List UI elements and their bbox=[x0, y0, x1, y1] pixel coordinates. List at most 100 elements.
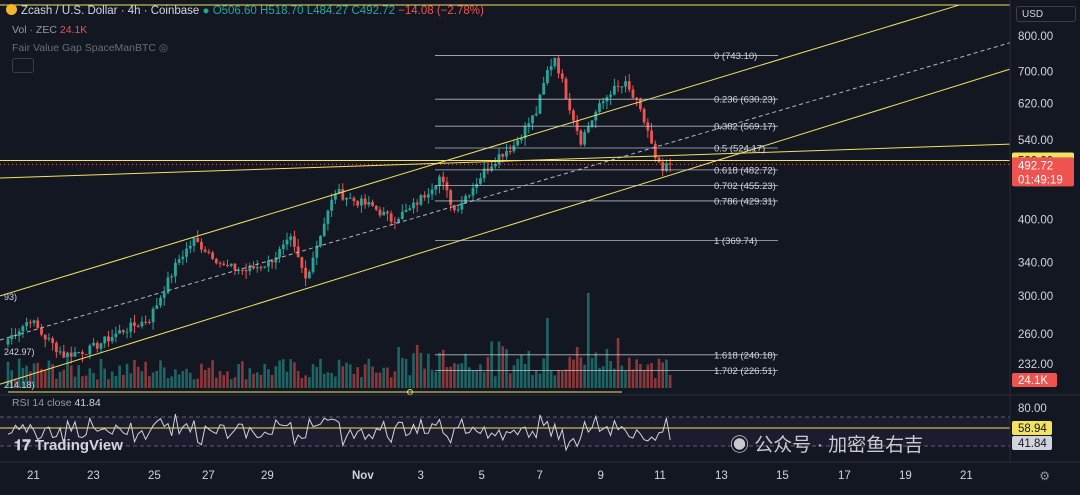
volume-bar bbox=[497, 341, 501, 388]
volume-bar bbox=[668, 374, 672, 388]
candle-body bbox=[549, 66, 553, 71]
volume-bar bbox=[241, 361, 244, 388]
candle-body bbox=[237, 269, 241, 271]
volume-bar bbox=[538, 373, 542, 388]
candle-body bbox=[337, 189, 341, 194]
volume-bar bbox=[419, 352, 423, 388]
volume-bar bbox=[43, 370, 47, 388]
time-axis-label: 25 bbox=[148, 470, 161, 482]
volume-bar bbox=[352, 373, 356, 388]
volume-bar bbox=[449, 366, 452, 388]
candle-body bbox=[333, 193, 337, 200]
volume-bar bbox=[155, 370, 159, 388]
volume-bar bbox=[423, 368, 426, 388]
fib-label: 0 (743.10) bbox=[714, 51, 757, 62]
candle-body bbox=[531, 115, 534, 124]
volume-bar bbox=[55, 378, 58, 388]
volume-bar bbox=[564, 369, 568, 388]
candle-body bbox=[43, 334, 47, 340]
candle-body bbox=[590, 120, 594, 127]
currency-selector[interactable]: USD bbox=[1016, 6, 1076, 22]
volume-bar bbox=[270, 374, 274, 388]
ohlc-close: C492.72 bbox=[351, 5, 395, 17]
volume-legend[interactable]: Vol · ZEC 24.1K bbox=[12, 24, 87, 36]
eye-icon[interactable]: ◎ bbox=[158, 42, 169, 54]
volume-bar bbox=[84, 375, 88, 388]
volume-bar bbox=[177, 374, 181, 388]
volume-bar bbox=[494, 376, 497, 388]
rsi-upper-tag: 58.94 bbox=[1018, 423, 1047, 435]
volume-bar bbox=[523, 364, 527, 388]
candle-body bbox=[196, 237, 200, 242]
candle-body bbox=[583, 132, 586, 145]
channel-lower-line bbox=[0, 68, 1011, 385]
indicator-legend[interactable]: Fair Value Gap SpaceManBTC ◎ bbox=[12, 42, 168, 54]
collapse-legend-button[interactable] bbox=[12, 58, 34, 73]
volume-bar bbox=[635, 359, 638, 388]
candle-body bbox=[557, 57, 560, 74]
volume-bar bbox=[613, 368, 616, 388]
volume-bar bbox=[579, 357, 583, 388]
volume-label: Vol · ZEC bbox=[12, 24, 57, 36]
candle-body bbox=[211, 252, 214, 259]
time-axis-label: 13 bbox=[715, 470, 728, 482]
time-axis-label: 9 bbox=[598, 470, 604, 482]
volume-bar bbox=[374, 372, 378, 388]
candle-body bbox=[653, 143, 657, 158]
volume-bar bbox=[103, 368, 107, 388]
candle-body bbox=[616, 85, 620, 87]
candle-body bbox=[441, 176, 445, 183]
candle-body bbox=[661, 162, 665, 171]
candle-body bbox=[293, 236, 296, 247]
candle-body bbox=[527, 123, 531, 126]
volume-bar bbox=[14, 378, 17, 388]
volume-bar bbox=[534, 370, 538, 388]
volume-bar bbox=[531, 374, 534, 388]
candle-body bbox=[28, 322, 32, 324]
volume-tag-bg bbox=[1012, 373, 1057, 387]
volume-bar bbox=[315, 367, 319, 388]
left-label: 242.97) bbox=[4, 347, 35, 357]
volume-bar bbox=[627, 357, 631, 388]
volume-bar bbox=[583, 364, 586, 388]
open-dot-icon: ● bbox=[202, 5, 210, 17]
volume-bar bbox=[17, 358, 21, 388]
settings-gear-icon[interactable]: ⚙ bbox=[1039, 469, 1050, 483]
candle-body bbox=[568, 99, 572, 111]
volume-bar bbox=[542, 358, 545, 388]
volume-bar bbox=[129, 373, 133, 388]
zcash-coin-icon bbox=[6, 4, 17, 15]
symbol-title[interactable]: Zcash / U.S. Dollar · 4h · Coinbase bbox=[21, 5, 200, 17]
candle-body bbox=[523, 125, 527, 139]
candle-body bbox=[456, 209, 460, 211]
volume-bar bbox=[148, 376, 151, 388]
candle-body bbox=[345, 198, 348, 200]
candle-body bbox=[300, 257, 304, 268]
candle-body bbox=[95, 343, 99, 349]
candle-body bbox=[612, 85, 616, 95]
volume-bar bbox=[267, 369, 270, 388]
candle-body bbox=[356, 201, 360, 206]
volume-bar bbox=[389, 377, 393, 388]
volume-bar bbox=[211, 360, 214, 388]
candle-body bbox=[304, 267, 307, 279]
volume-bar bbox=[281, 359, 285, 388]
candle-body bbox=[118, 330, 121, 334]
candle-body bbox=[371, 202, 374, 206]
volume-bar bbox=[330, 372, 333, 388]
volume-bar bbox=[207, 367, 211, 388]
indicator-name: Fair Value Gap SpaceManBTC bbox=[12, 42, 156, 54]
candle-body bbox=[386, 211, 389, 214]
candle-body bbox=[423, 195, 427, 198]
price-axis-tick: 232.00 bbox=[1018, 359, 1053, 371]
candle-body bbox=[207, 251, 211, 253]
volume-bar bbox=[467, 367, 471, 388]
volume-bar bbox=[32, 363, 36, 388]
candle-body bbox=[181, 256, 185, 260]
candle-body bbox=[259, 267, 263, 269]
candle-body bbox=[274, 257, 278, 263]
candle-body bbox=[218, 263, 222, 265]
volume-bar bbox=[278, 360, 281, 388]
